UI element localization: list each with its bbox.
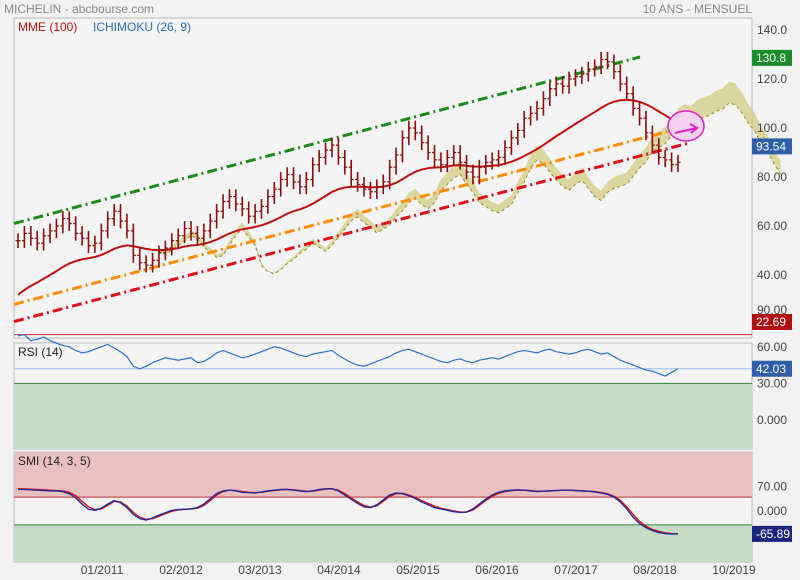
orange-trend-line xyxy=(13,124,691,306)
price-y-tick: 120.0 xyxy=(757,72,787,86)
x-tick: 07/2017 xyxy=(554,563,598,577)
volume-tag: 22.69 xyxy=(756,315,786,329)
price-last-tag: 93.54 xyxy=(756,139,786,153)
smi-y-tick: 70.00 xyxy=(757,480,787,494)
green-channel-line xyxy=(13,55,641,225)
annotation-arrow xyxy=(674,123,699,134)
x-tick: 02/2012 xyxy=(159,563,203,577)
x-tick: 08/2018 xyxy=(633,563,677,577)
x-tick: 03/2013 xyxy=(238,563,282,577)
price-last-tag-bg xyxy=(752,138,792,155)
rsi-last-tag: 42.03 xyxy=(756,362,786,376)
smi-line xyxy=(18,488,678,535)
legend-ichimoku: ICHIMOKU (26, 9) xyxy=(93,20,192,34)
rsi-last-tag-bg xyxy=(752,360,792,377)
rsi-y-tick: 0.000 xyxy=(757,413,787,427)
legend-smi: SMI (14, 3, 5) xyxy=(18,454,91,468)
x-tick: 10/2019 xyxy=(712,563,756,577)
ichimoku-cloud xyxy=(158,81,781,274)
price-y-tick: 140.0 xyxy=(757,23,787,37)
legend-rsi: RSI (14) xyxy=(18,345,63,359)
smi-y-tick: 0.000 xyxy=(757,504,787,518)
rsi-y-tick: 90.00 xyxy=(757,303,787,317)
rsi-y-tick: 60.00 xyxy=(757,340,787,354)
rsi-line xyxy=(17,333,679,377)
smi-last-tag: -65.89 xyxy=(756,527,790,541)
price-high-tag: 130.8 xyxy=(756,51,786,65)
legend-mme: MME (100) xyxy=(18,20,78,34)
rsi-y-tick: 30.00 xyxy=(757,376,787,390)
chart-title: MICHELIN - abcbourse.com xyxy=(4,2,155,16)
red-trend-line xyxy=(13,141,691,324)
price-high-tag-bg xyxy=(752,49,792,66)
mme-line xyxy=(17,98,679,296)
chart-period: 10 ANS - MENSUEL xyxy=(642,2,752,16)
annotation-ellipse xyxy=(667,110,705,142)
volume-tag-bg xyxy=(752,314,792,330)
x-tick: 05/2015 xyxy=(396,563,440,577)
price-y-tick: 40.00 xyxy=(757,268,787,282)
x-tick: 06/2016 xyxy=(475,563,519,577)
x-tick: 01/2011 xyxy=(81,563,124,577)
rsi-oversold-zone xyxy=(14,383,752,449)
smi-overbought-zone xyxy=(14,452,752,498)
x-tick: 04/2014 xyxy=(317,563,361,577)
price-y-tick: 80.00 xyxy=(757,170,787,184)
price-y-tick: 60.00 xyxy=(757,219,787,233)
price-y-tick: 100.0 xyxy=(757,121,787,135)
smi-last-tag-bg xyxy=(752,525,792,542)
smi-oversold-zone xyxy=(14,524,752,562)
